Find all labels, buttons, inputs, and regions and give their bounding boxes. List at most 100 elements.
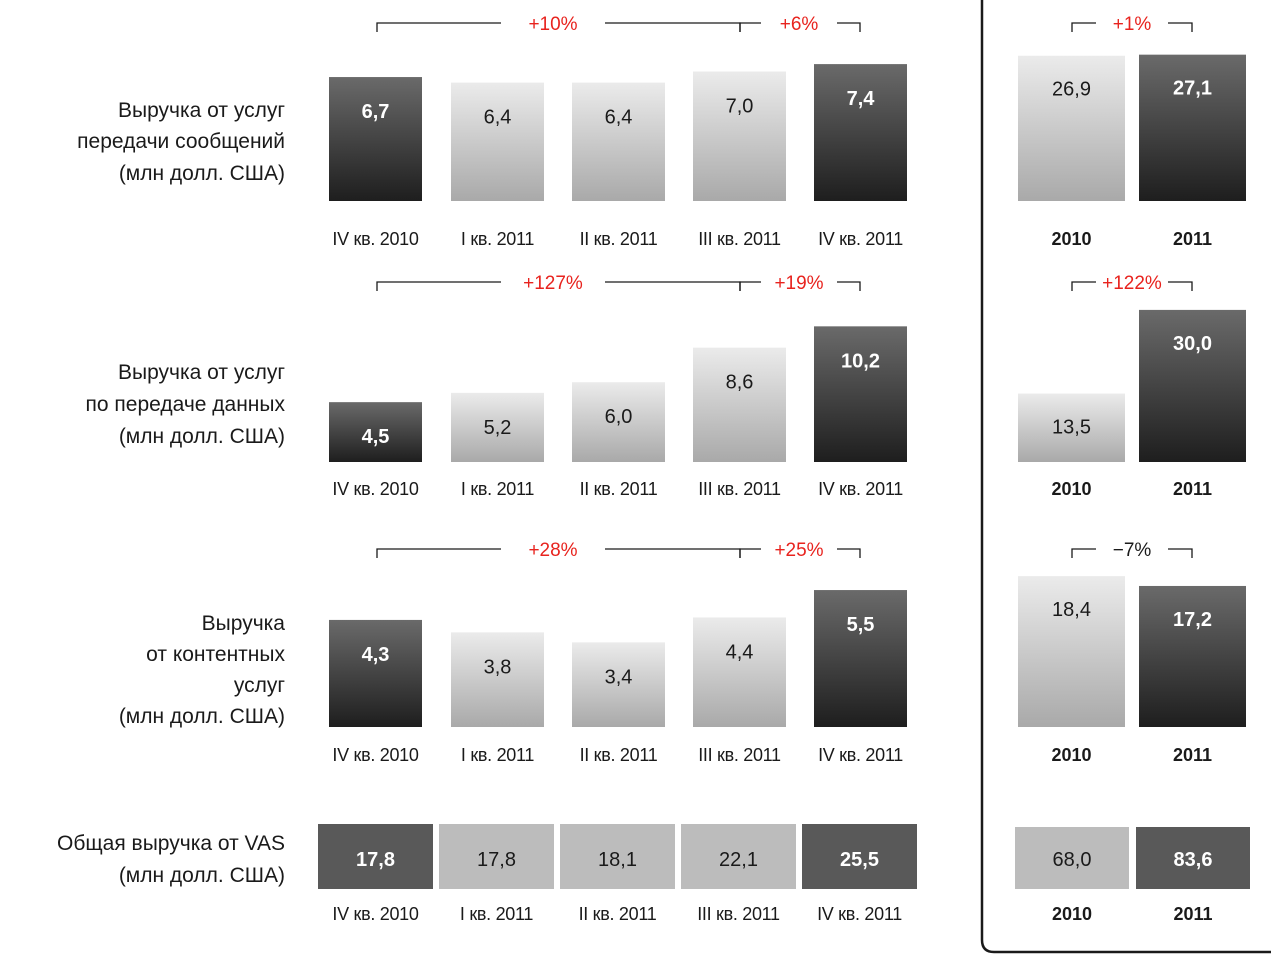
quarter-tick-label: II кв. 2011	[580, 745, 658, 765]
total-annual-cell	[1015, 827, 1129, 889]
row-label-line: Выручка от услуг	[118, 361, 285, 384]
yoy-growth-bracket-left	[376, 281, 501, 291]
year-tick-label: 2011	[1173, 229, 1212, 249]
quarter-tick-label: I кв. 2011	[461, 745, 534, 765]
yoy-growth-bracket-left	[376, 22, 501, 32]
quarter-tick-label: II кв. 2011	[580, 479, 658, 499]
annual-growth-label: −7%	[1113, 540, 1152, 561]
quarter-bar	[814, 64, 907, 201]
annual-bar	[1139, 585, 1246, 727]
quarter-tick-label: IV кв. 2010	[332, 745, 418, 765]
quarter-tick-label: I кв. 2011	[460, 904, 533, 924]
quarter-tick-label: IV кв. 2011	[818, 745, 903, 765]
quarter-tick-label: IV кв. 2010	[332, 479, 418, 499]
quarter-bar	[693, 347, 786, 462]
quarter-bar	[329, 77, 422, 201]
total-cell	[318, 824, 433, 889]
total-annual-value-label: 83,6	[1174, 849, 1213, 871]
annual-value-label: 27,1	[1173, 78, 1212, 100]
yoy-growth-label: +10%	[528, 14, 577, 35]
row-label-line: (млн долл. США)	[119, 425, 285, 448]
qoq-growth-bracket-left	[739, 281, 761, 291]
quarter-tick-label: IV кв. 2010	[332, 229, 418, 249]
qoq-growth-label: +19%	[774, 273, 823, 294]
year-tick-label: 2010	[1051, 229, 1091, 249]
quarter-bar	[451, 632, 544, 727]
quarter-bar	[814, 590, 907, 727]
row-label-line: услуг	[234, 674, 286, 697]
quarter-tick-label: III кв. 2011	[697, 904, 780, 924]
quarter-bar	[451, 82, 544, 201]
total-cell	[681, 824, 796, 889]
qoq-growth-bracket-left	[739, 22, 761, 32]
year-tick-label: 2011	[1173, 904, 1212, 924]
bar-value-label: 8,6	[726, 372, 754, 394]
yoy-growth-bracket-left	[376, 548, 501, 558]
annual-growth-label: +122%	[1102, 273, 1162, 294]
year-tick-label: 2010	[1051, 745, 1091, 765]
total-value-label: 25,5	[840, 849, 879, 871]
quarter-tick-label: IV кв. 2011	[817, 904, 902, 924]
total-cell	[439, 824, 554, 889]
annual-value-label: 13,5	[1052, 417, 1091, 439]
total-annual-cell	[1136, 827, 1250, 889]
year-tick-label: 2010	[1052, 904, 1092, 924]
annual-growth-bracket-left	[1071, 548, 1096, 558]
quarter-tick-label: III кв. 2011	[698, 479, 781, 499]
row-label-line: (млн долл. США)	[119, 162, 285, 185]
bar-value-label: 5,2	[484, 417, 512, 439]
quarter-bar	[693, 71, 786, 201]
annual-growth-bracket-right	[1168, 22, 1193, 32]
annual-growth-bracket-right	[1168, 281, 1193, 291]
row-label-line: (млн долл. США)	[119, 864, 285, 887]
annual-bar	[1018, 55, 1125, 201]
quarter-bar	[572, 642, 665, 727]
total-cell	[802, 824, 917, 889]
bar-value-label: 6,4	[605, 107, 633, 129]
quarter-bar	[572, 382, 665, 462]
yoy-growth-bracket-right	[605, 281, 741, 291]
quarter-bar	[329, 619, 422, 727]
qoq-growth-label: +6%	[780, 14, 819, 35]
year-tick-label: 2011	[1173, 479, 1212, 499]
bar-value-label: 5,5	[847, 614, 875, 636]
bar-value-label: 7,0	[726, 96, 754, 118]
annual-growth-bracket-right	[1168, 548, 1193, 558]
total-value-label: 17,8	[477, 849, 516, 871]
qoq-growth-bracket-right	[837, 548, 861, 558]
annual-value-label: 30,0	[1173, 333, 1212, 355]
qoq-growth-label: +25%	[774, 540, 823, 561]
bar-value-label: 7,4	[847, 88, 876, 110]
bar-value-label: 6,4	[484, 107, 512, 129]
bar-value-label: 4,3	[362, 644, 390, 666]
row-label-line: Выручка	[202, 612, 286, 635]
total-value-label: 17,8	[356, 849, 395, 871]
quarter-tick-label: IV кв. 2011	[818, 479, 903, 499]
annual-panel-frame	[980, 0, 1271, 954]
quarter-tick-label: III кв. 2011	[698, 745, 781, 765]
row-label-line: передачи сообщений	[77, 130, 285, 153]
row-label-line: по передаче данных	[86, 393, 286, 416]
row-label-line: Выручка от услуг	[118, 99, 285, 122]
qoq-growth-bracket-right	[837, 22, 861, 32]
bar-value-label: 6,0	[605, 406, 633, 428]
quarter-tick-label: I кв. 2011	[461, 479, 534, 499]
bar-value-label: 3,4	[605, 666, 633, 688]
annual-growth-bracket-left	[1071, 22, 1096, 32]
total-value-label: 18,1	[598, 849, 637, 871]
annual-value-label: 26,9	[1052, 79, 1091, 101]
bar-value-label: 4,4	[726, 641, 754, 663]
annual-bar	[1139, 54, 1246, 201]
annual-value-label: 17,2	[1173, 609, 1212, 631]
quarter-tick-label: II кв. 2011	[579, 904, 657, 924]
annual-bar	[1139, 309, 1246, 462]
annual-bar	[1018, 393, 1125, 462]
qoq-growth-bracket-left	[739, 548, 761, 558]
quarter-tick-label: III кв. 2011	[698, 229, 781, 249]
annual-growth-label: +1%	[1113, 14, 1152, 35]
quarter-bar	[572, 82, 665, 201]
bar-value-label: 3,8	[484, 656, 512, 678]
bar-value-label: 4,5	[362, 426, 390, 448]
row-label-line: (млн долл. США)	[119, 705, 285, 728]
